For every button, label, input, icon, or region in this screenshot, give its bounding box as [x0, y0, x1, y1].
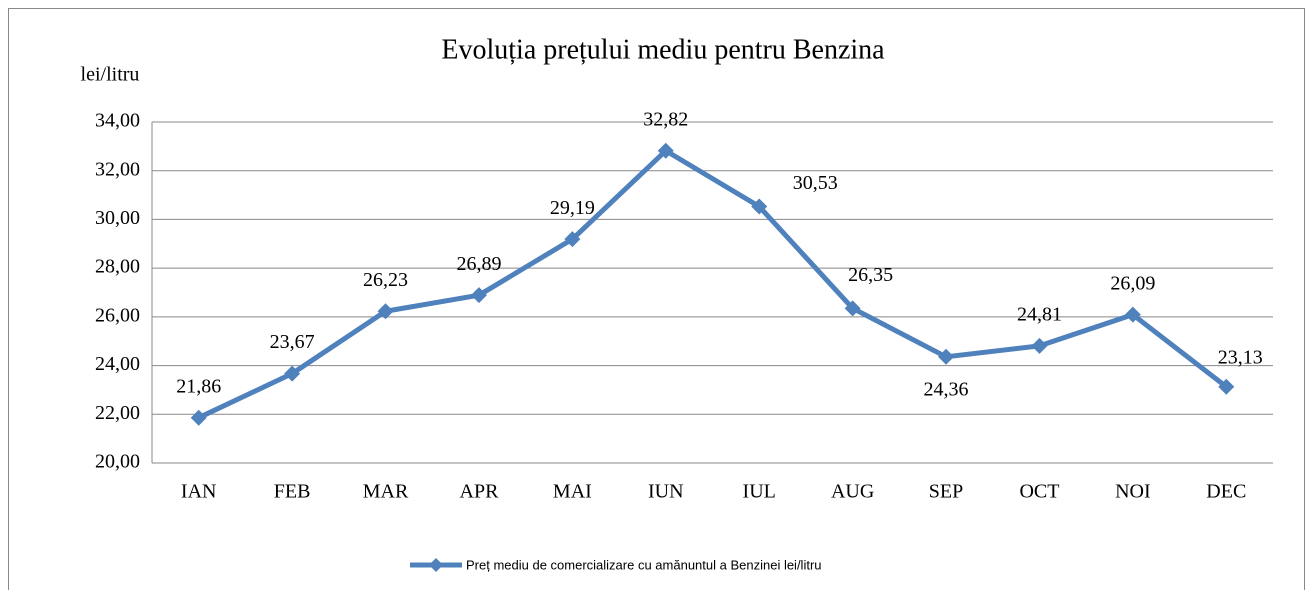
x-tick-label: NOI [1115, 481, 1151, 503]
data-label: 29,19 [550, 197, 595, 219]
data-label: 30,53 [793, 172, 838, 194]
x-tick-label: DEC [1206, 481, 1246, 503]
y-tick-label: 28,00 [95, 256, 140, 278]
data-label: 23,13 [1218, 346, 1263, 368]
x-tick-label: OCT [1019, 481, 1059, 503]
data-label: 23,67 [270, 331, 315, 353]
legend-marker [429, 558, 443, 572]
x-tick-label: IAN [181, 481, 217, 503]
y-tick-label: 20,00 [95, 451, 140, 473]
data-point [564, 231, 581, 248]
chart-frame [8, 8, 1305, 590]
y-tick-label: 34,00 [95, 110, 140, 132]
data-label: 32,82 [643, 108, 688, 130]
data-point [377, 303, 394, 320]
y-axis-label: lei/litru [81, 64, 140, 86]
data-point [1031, 337, 1048, 354]
series-line [197, 148, 1228, 420]
y-tick-label: 26,00 [95, 304, 140, 326]
x-tick-label: AUG [831, 481, 874, 503]
data-label: 24,36 [924, 378, 969, 400]
x-tick-label: MAI [553, 481, 592, 503]
data-point [470, 287, 487, 304]
data-point [190, 409, 207, 426]
data-label: 21,86 [176, 375, 221, 397]
data-point [1124, 306, 1141, 323]
data-label: 26,23 [363, 269, 408, 291]
chart-title: Evoluția prețului mediu pentru Benzina [441, 34, 885, 65]
x-tick-label: APR [460, 481, 500, 503]
data-point [657, 142, 674, 159]
data-point [938, 348, 955, 365]
legend-label: Preț mediu de comercializare cu amănuntu… [466, 557, 822, 572]
data-label: 26,89 [456, 253, 501, 275]
x-tick-label: FEB [274, 481, 311, 503]
data-point [1218, 378, 1235, 395]
data-label: 24,81 [1017, 303, 1062, 325]
x-tick-label: MAR [363, 481, 409, 503]
data-point [844, 300, 861, 317]
x-tick-label: IUL [743, 481, 776, 503]
y-tick-label: 22,00 [95, 402, 140, 424]
data-point [284, 365, 301, 382]
x-tick-label: SEP [929, 481, 963, 503]
y-tick-label: 24,00 [95, 353, 140, 375]
y-tick-label: 30,00 [95, 207, 140, 229]
data-label: 26,35 [848, 264, 893, 286]
data-point [751, 198, 768, 215]
data-label: 26,09 [1110, 272, 1155, 294]
x-tick-label: IUN [648, 481, 684, 503]
y-tick-label: 32,00 [95, 158, 140, 180]
